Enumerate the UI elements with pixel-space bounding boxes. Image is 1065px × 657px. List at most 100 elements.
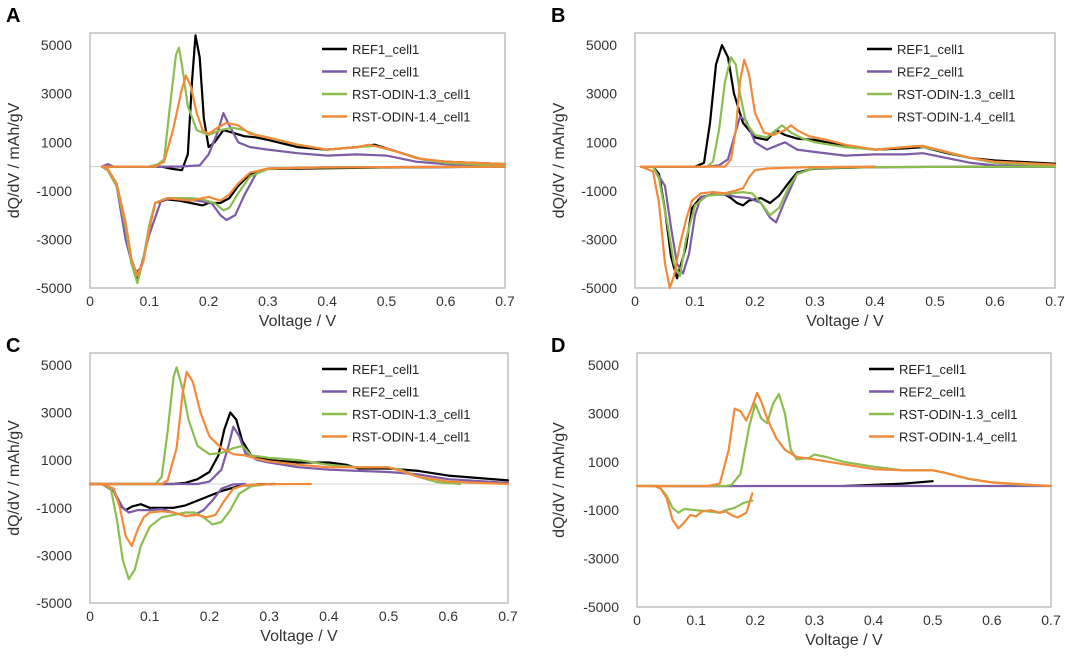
- series-line-RST-ODIN-1.4_cell1: [100, 165, 507, 277]
- x-tick-label: 0.2: [200, 608, 220, 624]
- x-tick-label: 0.1: [140, 608, 160, 624]
- y-tick-label: 1000: [588, 454, 619, 470]
- x-tick-label: 0.7: [495, 293, 515, 309]
- y-tick-label: -3000: [36, 231, 72, 247]
- y-tick-label: -1000: [36, 183, 72, 199]
- legend-label: REF2_cell1: [352, 65, 419, 80]
- panel-letter: C: [6, 335, 20, 357]
- y-tick-label: -5000: [36, 595, 72, 611]
- series-line-RST-ODIN-1.4_cell1: [635, 484, 754, 530]
- y-axis-label: dQ/dV / mAh/gV: [551, 422, 568, 538]
- x-tick-label: 0.3: [805, 293, 825, 309]
- series-line-RST-ODIN-1.4_cell1: [88, 482, 312, 547]
- y-tick-label: 1000: [41, 134, 72, 150]
- series-line-RST-ODIN-1.3_cell1: [88, 482, 271, 581]
- x-tick-label: 0.1: [685, 293, 705, 309]
- x-tick-label: 0.3: [805, 612, 825, 628]
- x-tick-label: 0: [86, 293, 94, 309]
- series-line-RST-ODIN-1.3_cell1: [100, 46, 507, 168]
- y-tick-label: -5000: [581, 280, 617, 296]
- panel-letter: D: [551, 335, 565, 357]
- panel-a: A 0 0.1 0.2 0.3 0.4 0.5 0.6 0.7 5000 3000 1000 -1000…: [6, 5, 515, 330]
- y-tick-label: 5000: [586, 37, 617, 53]
- plot-frame: [89, 32, 506, 289]
- y-tick-label: 3000: [586, 86, 617, 102]
- series-line-REF2_cell1: [100, 165, 507, 275]
- x-tick-label: 0.2: [746, 612, 766, 628]
- y-tick-label: -5000: [583, 599, 619, 615]
- series-line-RST-ODIN-1.4_cell1: [88, 370, 510, 486]
- panel-c: C 0 0.1 0.2 0.3 0.4 0.5 0.6 0.7 5000 3000 1000 -1000…: [6, 335, 518, 645]
- panel-letter: A: [6, 5, 20, 27]
- x-tick-label: 0.3: [259, 608, 279, 624]
- y-tick-label: 5000: [588, 357, 619, 373]
- x-tick-label: 0.4: [319, 608, 339, 624]
- legend-label: RST-ODIN-1.4_cell1: [899, 430, 1017, 445]
- x-tick-label: 0.4: [864, 612, 884, 628]
- x-tick-label: 0.7: [1045, 293, 1065, 309]
- y-axis-label: dQ/dV / mAh/gV: [551, 102, 568, 218]
- panel-letter: B: [551, 5, 565, 27]
- legend-label: RST-ODIN-1.3_cell1: [899, 407, 1017, 422]
- x-axis-label: Voltage / V: [259, 313, 337, 330]
- y-tick-label: 5000: [41, 357, 72, 373]
- series-line-REF1_cell1: [639, 165, 1057, 280]
- x-tick-label: 0.6: [982, 612, 1002, 628]
- legend-label: RST-ODIN-1.4_cell1: [352, 430, 470, 445]
- legend-label: REF1_cell1: [352, 362, 419, 377]
- legend-label: RST-ODIN-1.4_cell1: [897, 110, 1015, 125]
- series-line-REF2_cell1: [100, 112, 507, 168]
- series-line-REF1_cell1: [100, 165, 507, 280]
- x-tick-label: 0.4: [865, 293, 885, 309]
- series-line-RST-ODIN-1.3_cell1: [635, 484, 754, 514]
- series-line-RST-ODIN-1.4_cell1: [635, 391, 1053, 488]
- panel-b: B 0 0.1 0.2 0.3 0.4 0.5 0.6 0.7 5000 3000 1000 -1000…: [551, 5, 1065, 330]
- x-tick-label: 0.6: [439, 608, 459, 624]
- x-tick-label: 0: [631, 293, 639, 309]
- legend-label: RST-ODIN-1.4_cell1: [352, 110, 470, 125]
- legend-label: REF1_cell1: [899, 362, 966, 377]
- legend-label: REF2_cell1: [897, 65, 964, 80]
- y-tick-label: -3000: [583, 551, 619, 567]
- x-tick-label: 0.7: [1041, 612, 1061, 628]
- x-axis-label: Voltage / V: [806, 313, 884, 330]
- legend-label: RST-ODIN-1.3_cell1: [897, 87, 1015, 102]
- y-tick-label: -3000: [581, 231, 617, 247]
- legend-label: RST-ODIN-1.3_cell1: [352, 407, 470, 422]
- y-tick-label: -1000: [36, 500, 72, 516]
- series-line-RST-ODIN-1.3_cell1: [639, 165, 1057, 277]
- panel-d: D 0 0.1 0.2 0.3 0.4 0.5 0.6 0.7 5000 3000 1000 -1000…: [551, 335, 1061, 649]
- legend: REF1_cell1 REF2_cell1 RST-ODIN-1.3_cell1 RS…: [322, 362, 470, 445]
- y-axis-label: dQ/dV / mAh/gV: [6, 420, 23, 536]
- y-tick-label: -1000: [581, 183, 617, 199]
- y-tick-label: 3000: [41, 405, 72, 421]
- legend: REF1_cell1 REF2_cell1 RST-ODIN-1.3_cell1 RS…: [867, 42, 1015, 125]
- x-tick-label: 0.5: [923, 612, 943, 628]
- plot-frame: [634, 32, 1056, 289]
- y-tick-label: 1000: [586, 134, 617, 150]
- x-tick-label: 0.6: [436, 293, 456, 309]
- x-tick-label: 0.5: [925, 293, 945, 309]
- series-line-REF2_cell1: [639, 165, 1057, 275]
- series-line-REF1_cell1: [100, 34, 507, 172]
- x-tick-label: 0: [633, 612, 641, 628]
- y-tick-label: -1000: [583, 502, 619, 518]
- x-tick-label: 0.6: [985, 293, 1005, 309]
- series-line-RST-ODIN-1.4_cell1: [100, 74, 507, 168]
- series-line-RST-ODIN-1.4_cell1: [639, 165, 877, 290]
- x-tick-label: 0.5: [379, 608, 399, 624]
- x-tick-label: 0.3: [258, 293, 278, 309]
- legend-label: REF1_cell1: [897, 42, 964, 57]
- legend-label: REF2_cell1: [899, 385, 966, 400]
- x-tick-label: 0: [86, 608, 94, 624]
- series-line-REF2_cell1: [639, 115, 1057, 168]
- y-tick-label: -5000: [36, 280, 72, 296]
- legend-label: REF2_cell1: [352, 385, 419, 400]
- legend-label: REF1_cell1: [352, 42, 419, 57]
- y-axis-label: dQ/dV / mAh/gV: [6, 102, 23, 218]
- plot-frame: [89, 352, 509, 604]
- x-tick-label: 0.1: [686, 612, 706, 628]
- x-axis-label: Voltage / V: [260, 628, 338, 645]
- y-tick-label: 5000: [41, 37, 72, 53]
